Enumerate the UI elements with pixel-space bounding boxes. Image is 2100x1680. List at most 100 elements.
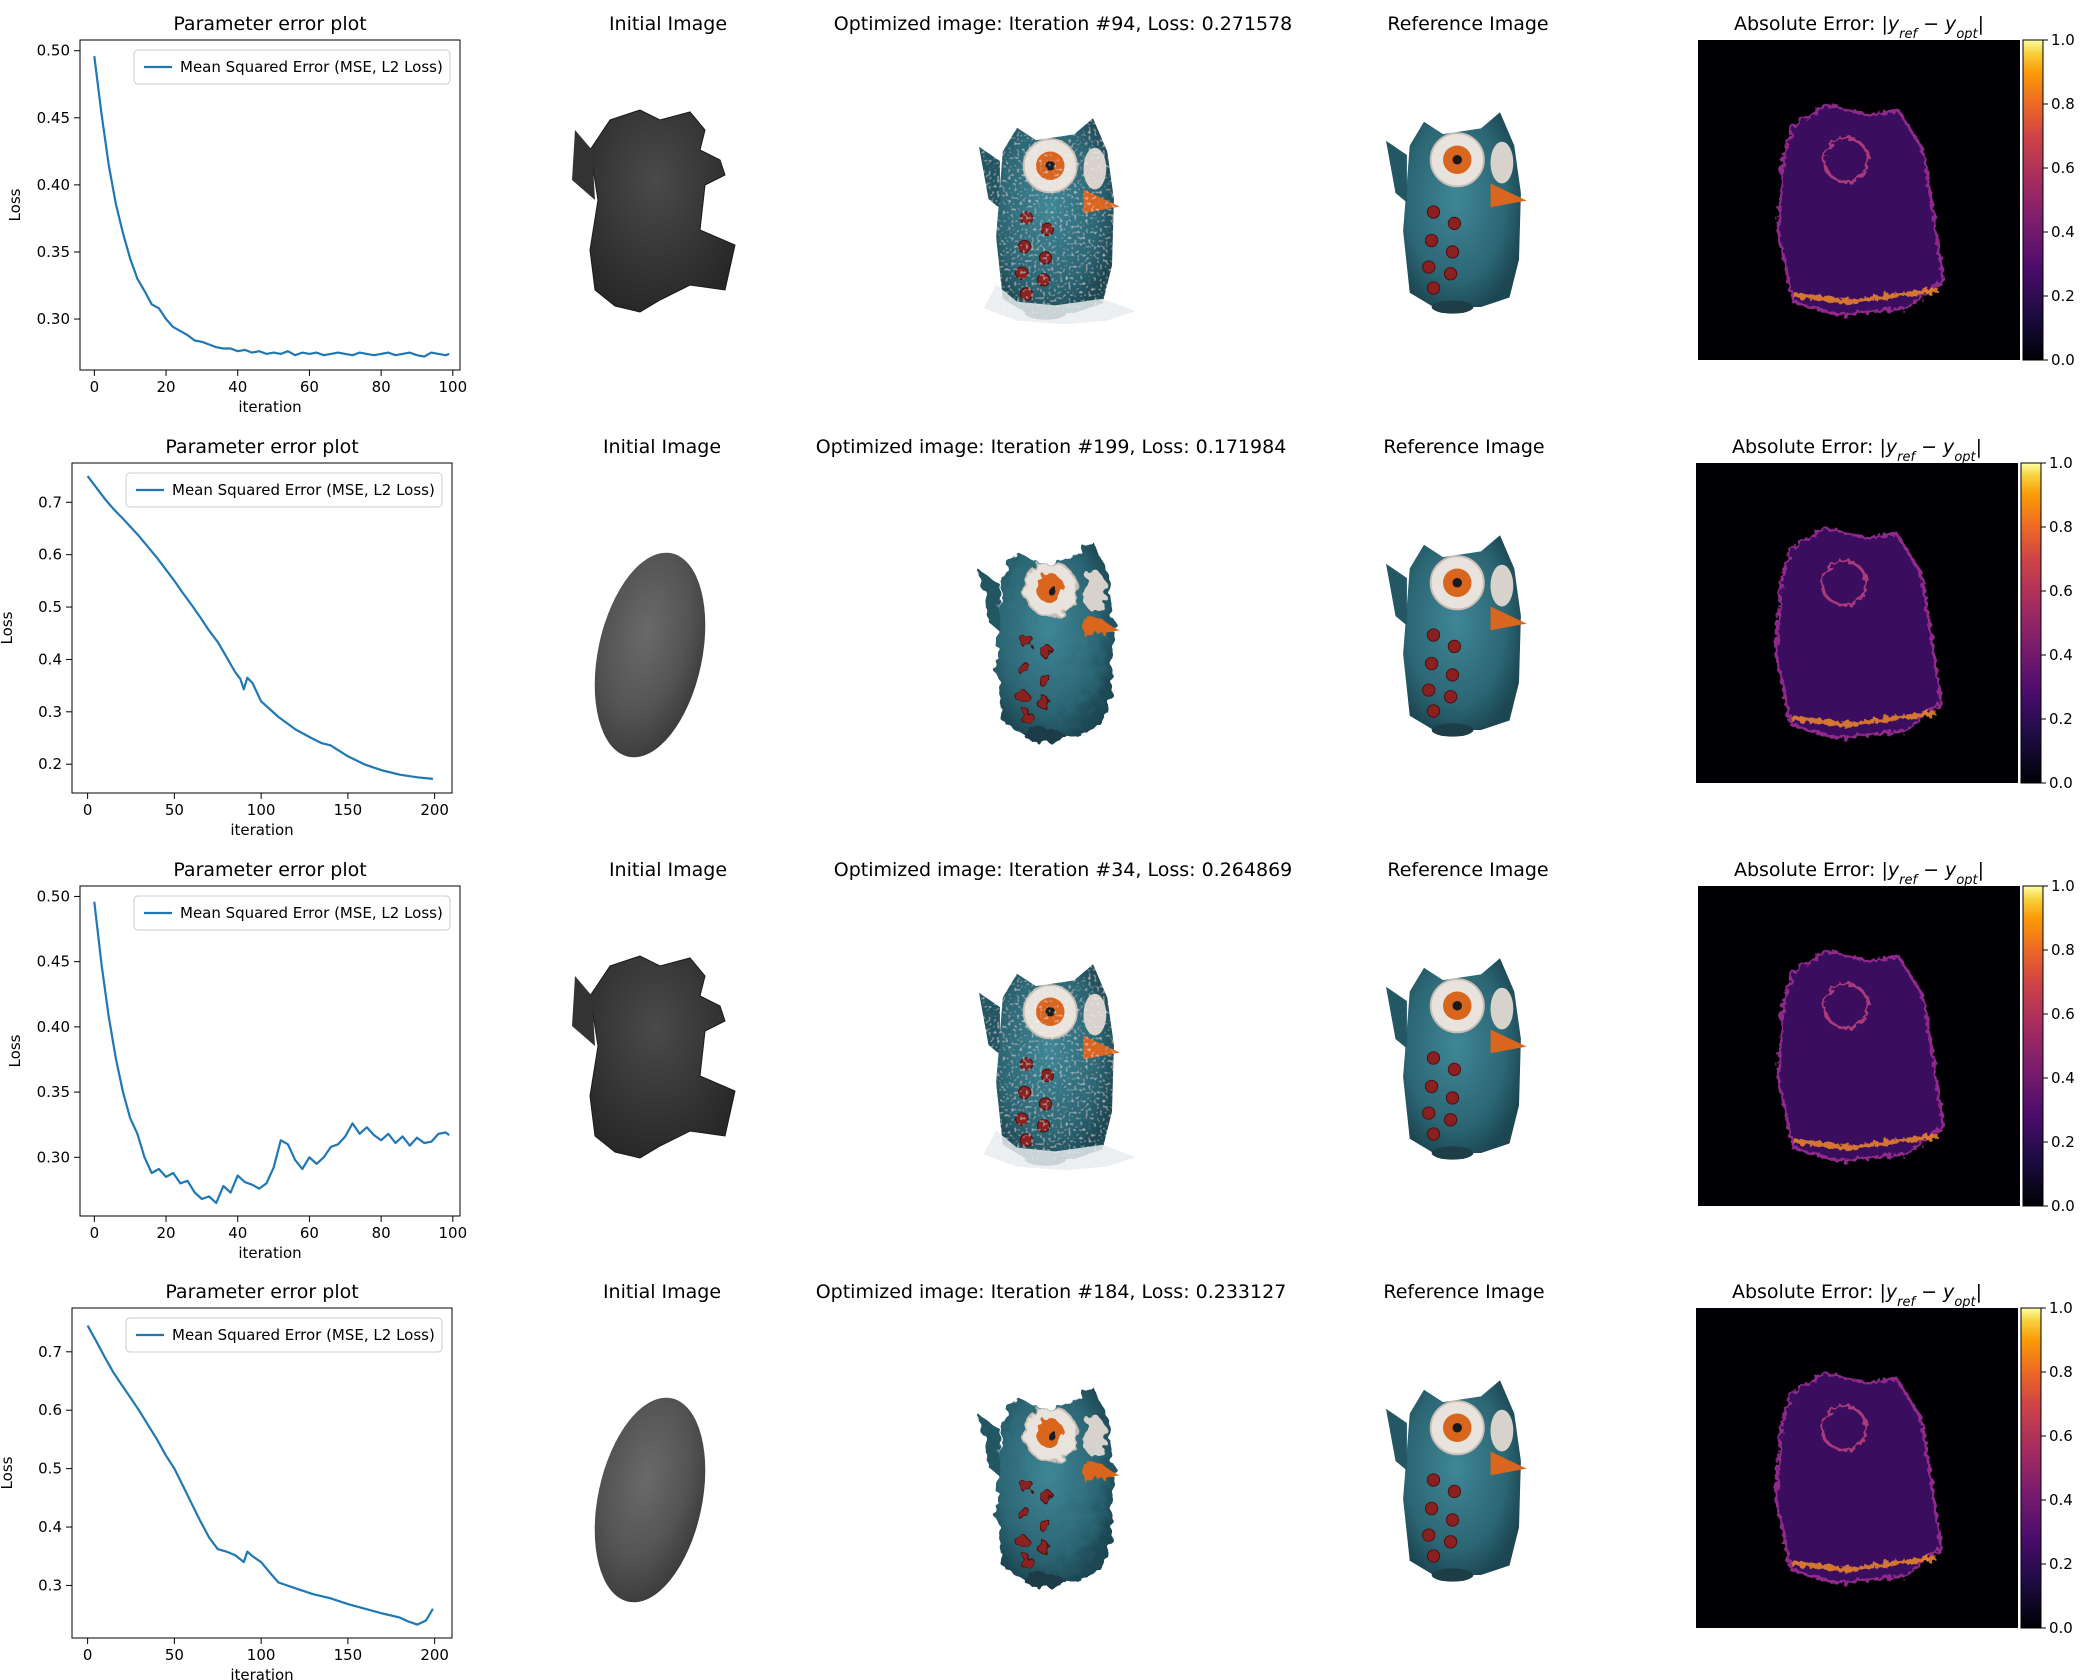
x-tick-label: 80 <box>372 1224 391 1242</box>
owl-spot <box>1036 1541 1051 1555</box>
owl-spot <box>1038 251 1053 265</box>
plot-frame <box>71 1307 453 1639</box>
owl-wing <box>979 1414 1000 1477</box>
owl-spot <box>1040 1490 1055 1505</box>
owl-wing <box>979 992 1000 1055</box>
error-title-part: ref <box>1897 450 1917 465</box>
x-tick-label: 60 <box>300 1224 319 1242</box>
error-eye-outline <box>1820 559 1868 607</box>
legend-label: Mean Squared Error (MSE, L2 Loss) <box>180 58 443 76</box>
error-title-part: − y <box>1915 436 1955 458</box>
reference-image <box>1386 1380 1527 1582</box>
owl-spot <box>1445 245 1460 259</box>
error-eye-outline <box>1822 136 1870 184</box>
owl-spot <box>1015 266 1029 280</box>
owl-wing <box>1386 563 1407 626</box>
owl-eye-far <box>1490 564 1514 607</box>
colorbar-tick-label: 1.0 <box>2049 1299 2073 1317</box>
owl-spot <box>1019 1555 1034 1569</box>
series-line-mse <box>86 1324 434 1626</box>
error-title-part: Absolute Error: <box>1734 859 1882 881</box>
y-tick-label: 0.50 <box>37 887 70 905</box>
owl-spot <box>1445 1513 1460 1527</box>
error-title-part: |y <box>1881 859 1899 881</box>
plot-frame <box>79 39 461 371</box>
optimized-image <box>979 1386 1120 1588</box>
colorbar-tick-label: 0.2 <box>2051 287 2075 305</box>
owl-spot <box>1426 205 1441 219</box>
chart-title: Parameter error plot <box>173 859 366 881</box>
owl-spot <box>1017 662 1032 677</box>
initial-image <box>572 109 736 313</box>
x-tick-label: 100 <box>439 1224 468 1242</box>
reference-owl <box>1386 1380 1527 1582</box>
owl-spot <box>1015 1112 1029 1126</box>
y-tick-label: 0.5 <box>38 598 62 616</box>
error-map-silhouette <box>1776 949 1945 1163</box>
panel-title: Initial Image <box>603 436 721 458</box>
panel-title: Initial Image <box>609 859 727 881</box>
owl-spot <box>1019 710 1034 724</box>
panel-title: Optimized image: Iteration #94, Loss: 0.… <box>834 13 1293 35</box>
y-axis-label: Loss <box>6 188 24 221</box>
error-title-part: | <box>1976 1281 1982 1303</box>
legend-label: Mean Squared Error (MSE, L2 Loss) <box>180 904 443 922</box>
y-tick-label: 0.5 <box>38 1460 62 1478</box>
reference-image <box>1386 958 1527 1160</box>
owl-feet <box>1431 300 1474 314</box>
owl-wing <box>1386 986 1407 1049</box>
owl-eye-far <box>1490 1409 1514 1452</box>
owl-spot <box>1424 233 1439 248</box>
x-tick-label: 80 <box>372 378 391 396</box>
owl-spot <box>1443 690 1458 704</box>
colorbar-tick-label: 0.8 <box>2051 95 2075 113</box>
owl-pupil <box>1452 1423 1462 1433</box>
owl-spot <box>1424 1079 1439 1094</box>
owl-spot <box>1422 683 1436 697</box>
owl-eye-far <box>1490 987 1514 1030</box>
colorbar-tick-label: 0.4 <box>2051 223 2075 241</box>
owl-spot <box>1015 689 1029 703</box>
panel-title: Optimized image: Iteration #184, Loss: 0… <box>816 1281 1287 1303</box>
owl-spot <box>1036 696 1051 710</box>
y-tick-label: 0.2 <box>38 755 62 773</box>
colorbar-tick-label: 0.0 <box>2051 1197 2075 1215</box>
x-tick-label: 60 <box>300 378 319 396</box>
owl-spot <box>1447 216 1462 231</box>
owl-pupil <box>1045 1007 1055 1017</box>
colorbar-tick-label: 0.2 <box>2049 1555 2073 1573</box>
owl-wing <box>979 146 1000 209</box>
figure-row: Parameter error plot 0 50 100 150 200 0.3 0.4 0.… <box>0 1281 2073 1680</box>
owl-pupil <box>1045 1429 1055 1439</box>
dark-mesh-shape <box>589 109 736 313</box>
y-tick-label: 0.3 <box>38 1576 62 1594</box>
error-title-part: |y <box>1881 13 1899 35</box>
error-region <box>1776 949 1945 1163</box>
reference-image <box>1386 535 1527 737</box>
white-artifact-base <box>983 1130 1136 1171</box>
colorbar <box>2022 39 2044 361</box>
reference-owl <box>1386 112 1527 314</box>
plot-frame <box>71 462 453 794</box>
loss-chart: Parameter error plot 0 20 40 60 80 100 0.30 0.35… <box>6 859 467 1262</box>
colorbar-tick-label: 0.6 <box>2051 1005 2075 1023</box>
reference-image <box>1386 112 1527 314</box>
x-tick-label: 100 <box>439 378 468 396</box>
owl-pupil <box>1045 584 1055 594</box>
owl-feet <box>1024 1574 1067 1588</box>
owl-eye-far <box>1083 1415 1107 1458</box>
chart-title: Parameter error plot <box>165 1281 358 1303</box>
owl-beak <box>1490 183 1527 208</box>
x-tick-label: 200 <box>420 801 449 819</box>
owl-feet <box>1431 723 1474 737</box>
panel-title: Initial Image <box>603 1281 721 1303</box>
reference-owl <box>1386 958 1527 1160</box>
grey-ellipsoid-shape <box>594 1397 706 1603</box>
optimized-owl <box>979 1386 1120 1588</box>
owl-spot <box>1445 1091 1460 1105</box>
chart-title: Parameter error plot <box>173 13 366 35</box>
optimized-owl <box>979 964 1136 1171</box>
loss-chart: Parameter error plot 0 20 40 60 80 100 0.30 0.35… <box>6 13 467 416</box>
initial-image <box>594 552 706 758</box>
error-region <box>1776 103 1945 317</box>
